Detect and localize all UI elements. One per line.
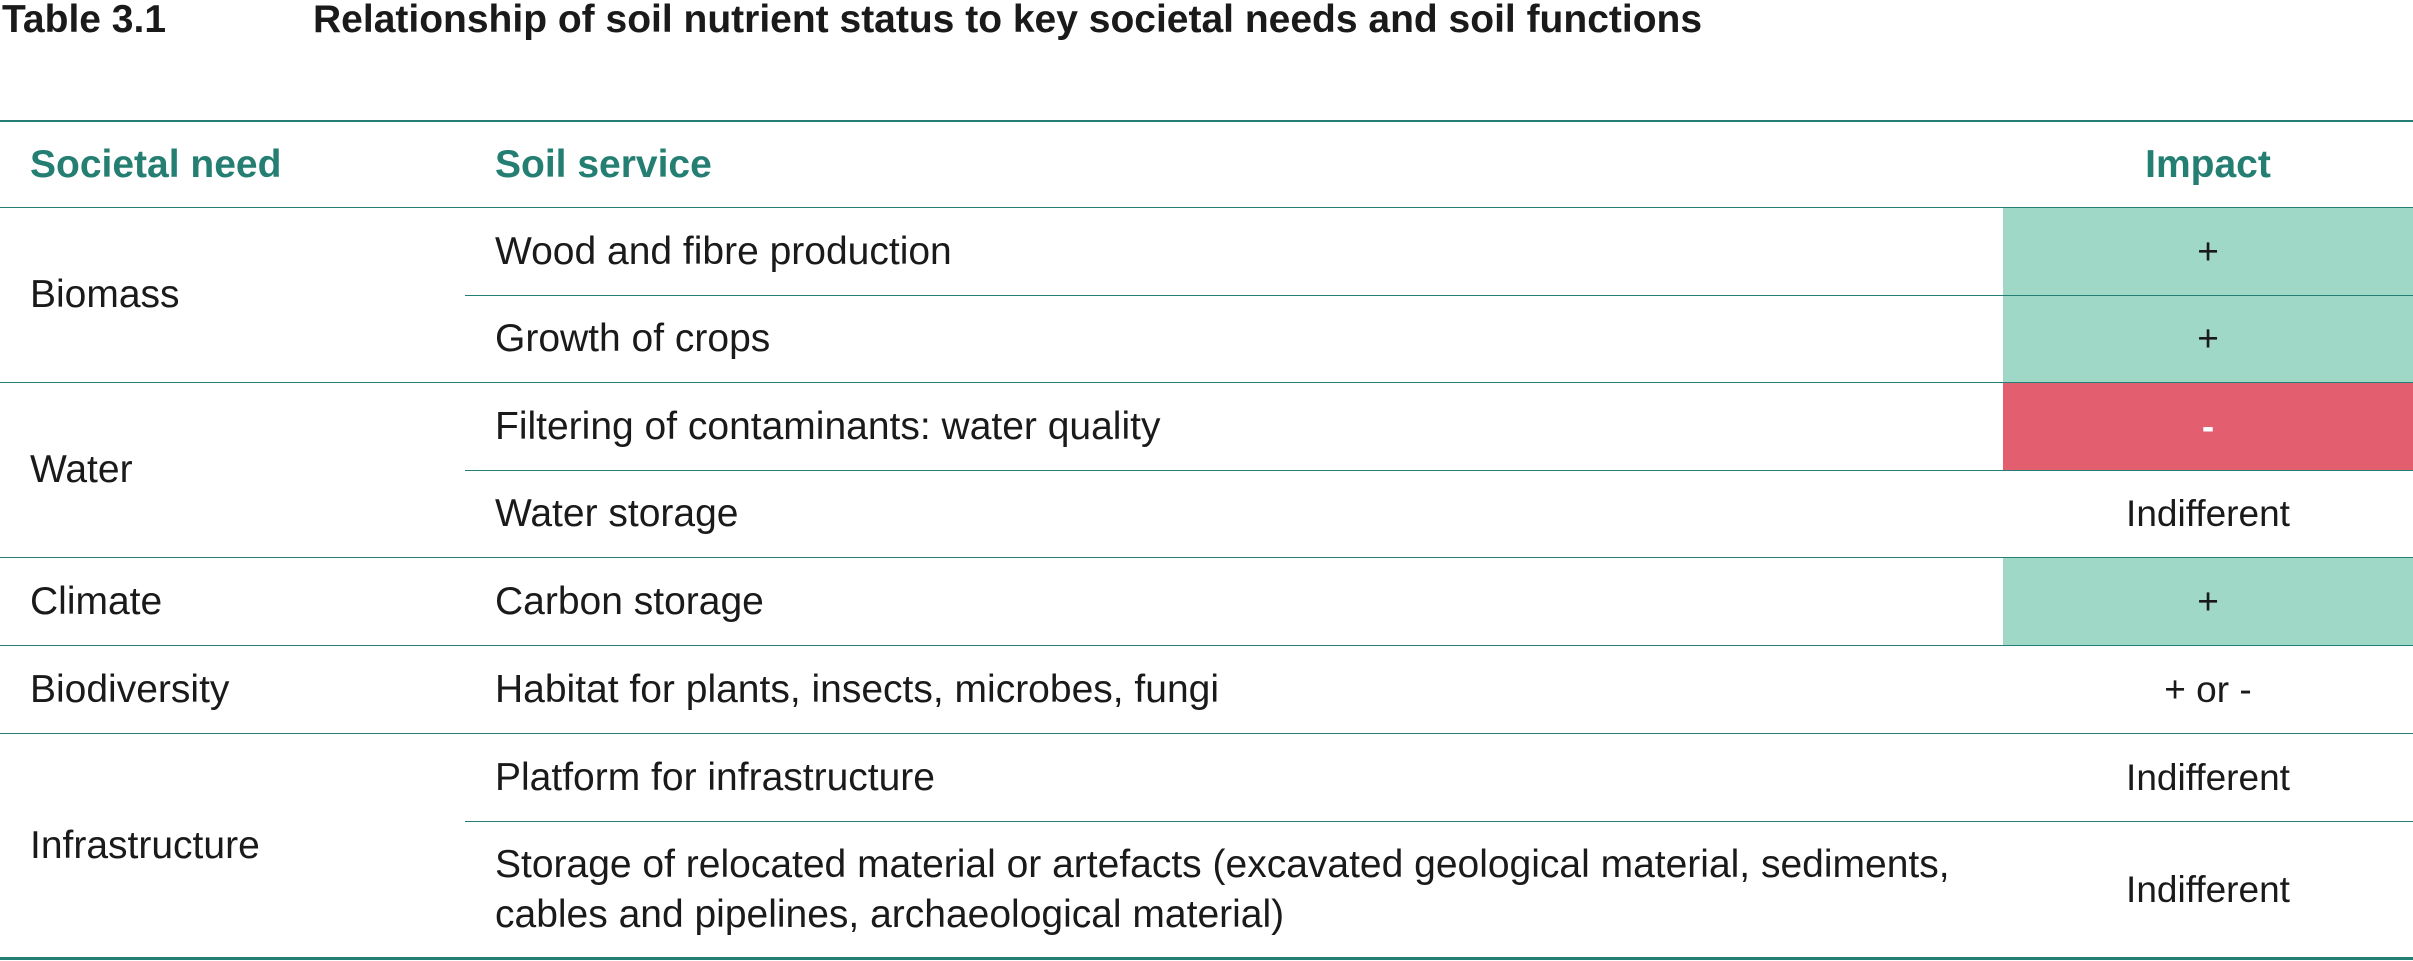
- table-group-climate: Climate Carbon storage +: [0, 558, 2413, 646]
- table-row: Storage of relocated material or artefac…: [465, 821, 2413, 957]
- table-header-row: Societal need Soil service Impact: [0, 122, 2413, 208]
- table-group-biodiversity: Biodiversity Habitat for plants, insects…: [0, 646, 2413, 734]
- column-header-societal-need: Societal need: [30, 142, 282, 186]
- table-group-water: Water Filtering of contaminants: water q…: [0, 383, 2413, 558]
- societal-need-cell: Biomass: [30, 273, 180, 316]
- soil-service-cell: Filtering of contaminants: water quality: [495, 404, 1161, 448]
- table-row: Habitat for plants, insects, microbes, f…: [465, 646, 2413, 733]
- societal-need-cell: Climate: [30, 579, 163, 623]
- societal-need-cell: Water: [30, 448, 133, 491]
- soil-service-cell: Water storage: [495, 492, 739, 535]
- table-number: Table 3.1: [2, 0, 167, 41]
- impact-cell: Indifferent: [2126, 493, 2290, 534]
- column-header-soil-service: Soil service: [495, 142, 712, 186]
- soil-nutrient-table: Societal need Soil service Impact Biomas…: [0, 120, 2413, 960]
- table-row: Water storage Indifferent: [465, 470, 2413, 557]
- table-group-biomass: Biomass Wood and fibre production + Grow…: [0, 208, 2413, 383]
- table-row: Filtering of contaminants: water quality…: [465, 383, 2413, 470]
- table-caption: Table 3.1 Relationship of soil nutrient …: [0, 0, 2413, 44]
- impact-cell: Indifferent: [2126, 868, 2290, 910]
- impact-cell: -: [2003, 383, 2413, 470]
- soil-service-cell: Carbon storage: [495, 579, 764, 623]
- table-title: Relationship of soil nutrient status to …: [313, 0, 1703, 41]
- soil-service-cell: Platform for infrastructure: [495, 755, 935, 799]
- impact-cell: +: [2003, 296, 2413, 382]
- column-header-impact: Impact: [2145, 142, 2271, 186]
- table-row: Growth of crops +: [465, 295, 2413, 382]
- soil-service-cell: Wood and fibre production: [495, 229, 952, 273]
- soil-service-cell: Habitat for plants, insects, microbes, f…: [495, 667, 1219, 711]
- impact-cell: Indifferent: [2126, 756, 2290, 798]
- table-row: Wood and fibre production +: [465, 208, 2413, 295]
- table-row: Carbon storage +: [465, 558, 2413, 645]
- soil-service-cell: Growth of crops: [495, 317, 771, 360]
- societal-need-cell: Biodiversity: [30, 667, 230, 711]
- impact-cell: +: [2003, 558, 2413, 645]
- table-group-infrastructure: Infrastructure Platform for infrastructu…: [0, 734, 2413, 957]
- table-row: Platform for infrastructure Indifferent: [465, 734, 2413, 821]
- impact-cell: + or -: [2164, 668, 2252, 710]
- soil-service-cell: Storage of relocated material or artefac…: [495, 842, 1950, 936]
- impact-cell: +: [2003, 208, 2413, 295]
- societal-need-cell: Infrastructure: [30, 823, 260, 867]
